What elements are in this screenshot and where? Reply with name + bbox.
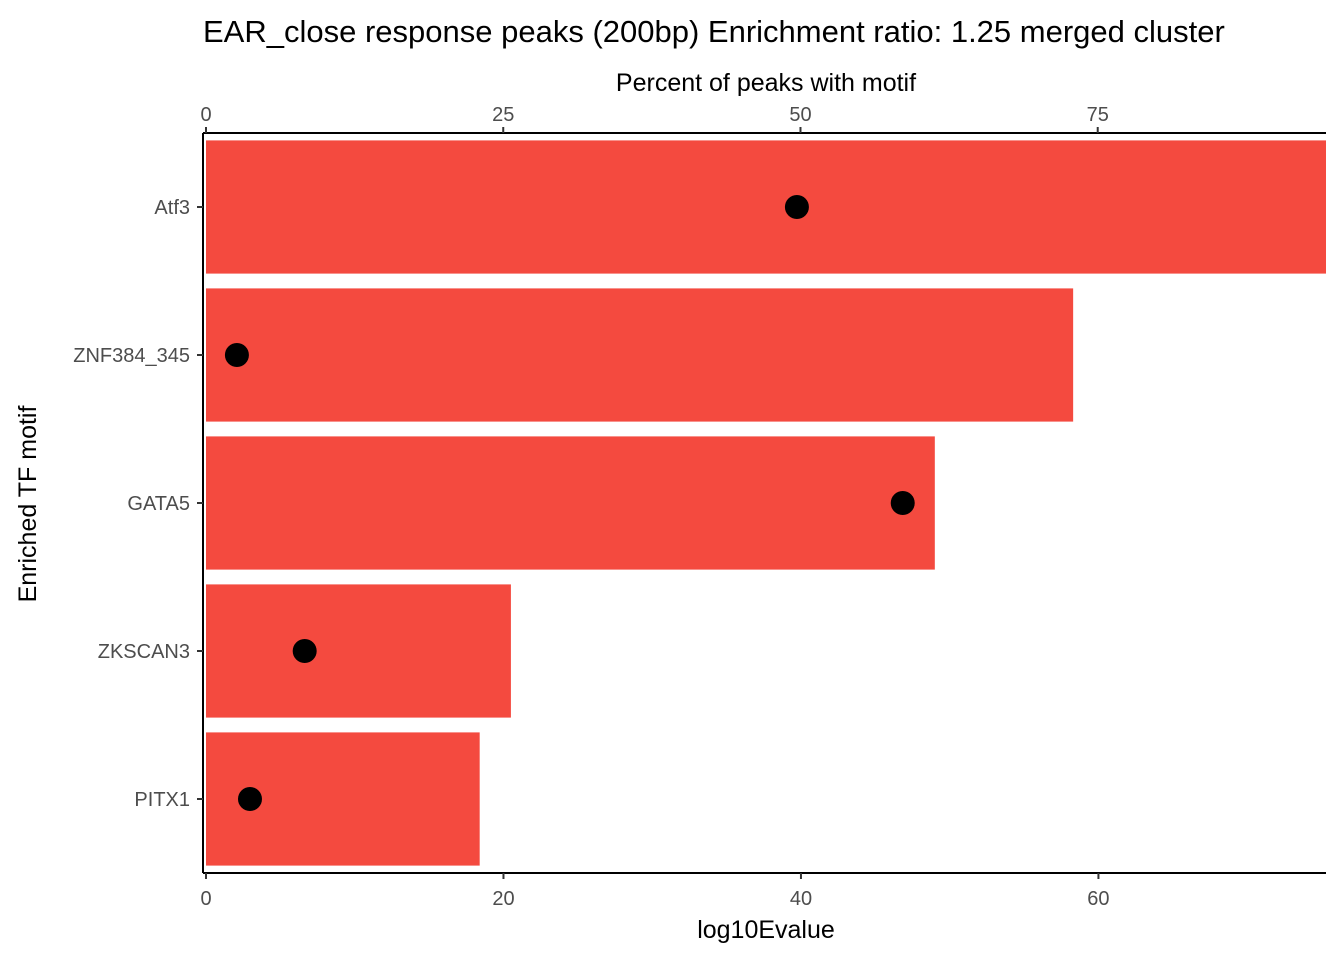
point — [237, 787, 262, 811]
chart-title: EAR_close response peaks (200bp) Enrichm… — [203, 14, 1225, 49]
secondary-x-tick-label: 25 — [492, 104, 514, 126]
y-tick-label: GATA5 — [127, 493, 190, 515]
secondary-x-axis-title: Percent of peaks with motif — [616, 69, 916, 97]
y-tick-label: PITX1 — [134, 789, 190, 811]
secondary-x-tick-label: 75 — [1087, 104, 1109, 126]
point — [784, 195, 809, 219]
point — [292, 639, 317, 663]
secondary-x-tick-label: 50 — [789, 104, 811, 126]
x-axis-title: log10Evalue — [697, 916, 835, 944]
y-axis-title: Enriched TF motif — [14, 406, 42, 603]
secondary-x-tick-label: 0 — [200, 104, 211, 126]
bars-group — [206, 140, 1326, 866]
bar — [206, 288, 1074, 422]
bar — [206, 584, 511, 718]
x-tick-label: 40 — [790, 888, 812, 910]
y-tick-label: ZNF384_345 — [73, 345, 190, 367]
secondary-x-ticks-group: 0 25 50 75 — [200, 104, 1109, 133]
point — [224, 343, 249, 367]
y-tick-label: Atf3 — [154, 197, 190, 219]
bar — [206, 436, 935, 570]
points-group — [224, 195, 915, 811]
bar — [206, 140, 1326, 274]
x-tick-label: 20 — [492, 888, 514, 910]
y-tick-label: ZKSCAN3 — [98, 641, 190, 663]
y-ticks-group: Atf3 ZNF384_345 GATA5 ZKSCAN3 PITX1 — [73, 197, 203, 811]
x-ticks-group: 0 20 40 60 — [200, 873, 1110, 910]
x-tick-label: 0 — [200, 888, 211, 910]
point — [890, 491, 915, 515]
x-tick-label: 60 — [1087, 888, 1109, 910]
